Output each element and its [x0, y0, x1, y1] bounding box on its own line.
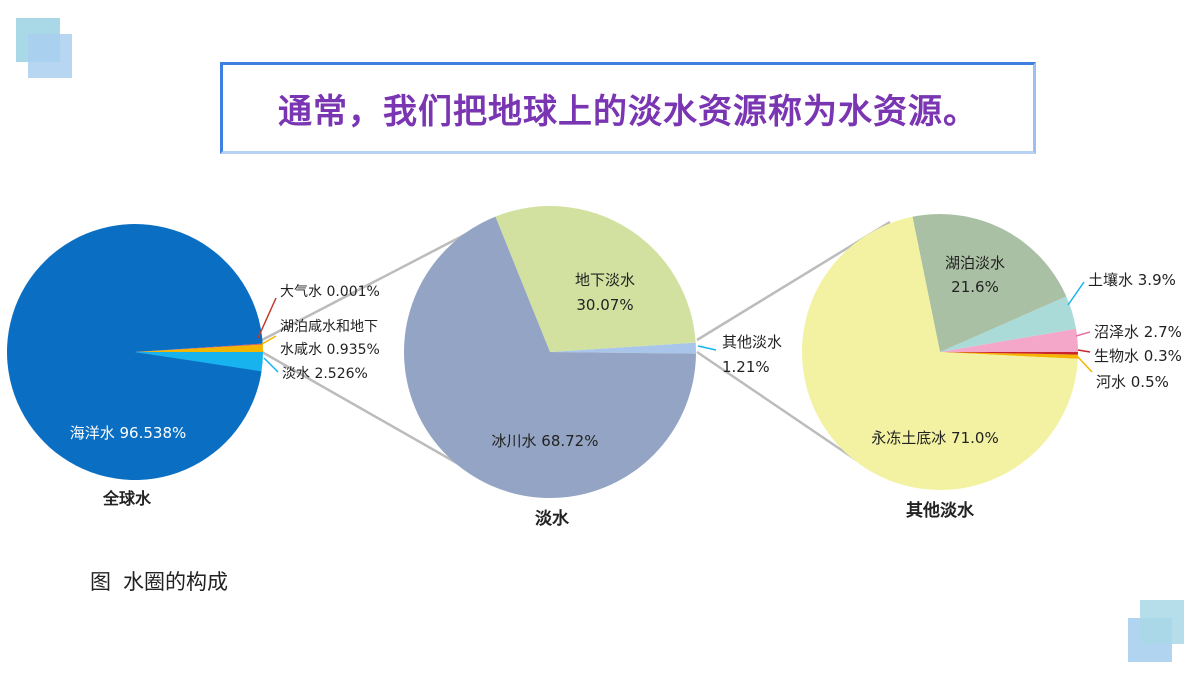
pie3-label-permafrost: 永冻土底冰 71.0% — [871, 429, 998, 447]
pie3-leader-line — [1077, 349, 1091, 353]
pie3-slice — [940, 352, 1078, 359]
pie3-label-biological: 生物水 0.3% — [1094, 347, 1182, 365]
pie2-slice — [495, 206, 696, 352]
pie1-label-atmosphere: 大气水 0.001% — [280, 284, 380, 300]
pie2-slice — [403, 216, 696, 498]
decorative-squares-bottom-right — [1128, 600, 1188, 664]
decorative-squares-top-left — [16, 18, 76, 80]
pie1-slice — [135, 344, 263, 352]
pie3-label-river: 河水 0.5% — [1096, 373, 1169, 391]
figure-caption: 图水圈的构成 — [90, 566, 240, 596]
pie2-label-glacier: 冰川水 68.72% — [492, 432, 599, 450]
pie3-leader-line — [1076, 355, 1093, 373]
pie2-label-groundwater-value: 30.07% — [576, 296, 633, 314]
pie3-slice — [940, 296, 1077, 352]
pie3-leader-line — [1067, 281, 1085, 306]
pie3-slice — [912, 214, 1067, 352]
pie3-slice — [940, 328, 1078, 352]
pie1-slice — [135, 343, 263, 352]
connector-line-upper — [261, 216, 498, 342]
pie3-slice — [940, 352, 1078, 355]
figure-caption-text: 水圈的构成 — [123, 570, 228, 594]
figure-caption-label: 图 — [90, 570, 111, 594]
pie3-title: 其他淡水 — [906, 500, 975, 521]
pie1-label-saltwater-line1: 湖泊咸水和地下 — [280, 319, 378, 335]
pie1-label-freshwater: 淡水 2.526% — [282, 366, 368, 382]
pie2-label-other-value: 1.21% — [722, 358, 770, 376]
pie3-slice — [802, 216, 1078, 491]
pie3-label-lake-value: 21.6% — [951, 278, 999, 296]
pie3-leader-line — [1075, 331, 1091, 337]
pie2-label-groundwater-name: 地下淡水 — [575, 271, 635, 289]
pie1-leader-line — [261, 335, 277, 345]
pie1-leader-line — [263, 357, 279, 373]
pie1-leader-line — [257, 297, 277, 339]
pie2-label-other-name: 其他淡水 — [722, 333, 782, 351]
connector-line-lower-2 — [696, 350, 869, 470]
pie2-leader-line — [697, 345, 717, 351]
pie3-label-lake-name: 湖泊淡水 — [945, 254, 1005, 272]
pie2-title: 淡水 — [535, 508, 570, 529]
title-banner: 通常，我们把地球上的淡水资源称为水资源。 — [220, 62, 1036, 154]
pie1-label-saltwater-line2: 水咸水 0.935% — [280, 342, 380, 358]
pie1-slice — [7, 223, 263, 480]
pie2-slice — [550, 342, 696, 354]
pie3-label-swamp: 沼泽水 2.7% — [1094, 323, 1182, 341]
pie3-label-soil: 土壤水 3.9% — [1088, 271, 1176, 289]
pie1-title: 全球水 — [102, 489, 152, 508]
page-title: 通常，我们把地球上的淡水资源称为水资源。 — [278, 91, 978, 132]
pie1-label-ocean: 海洋水 96.538% — [70, 424, 187, 442]
